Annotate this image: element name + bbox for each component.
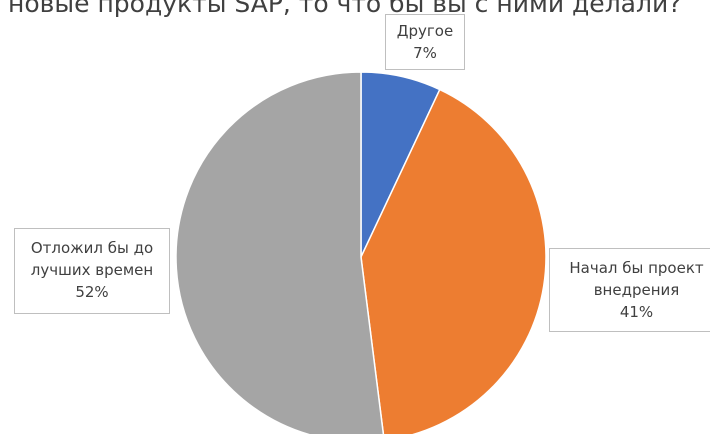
data-label-postpone-name-line2: лучших времен <box>30 261 154 279</box>
data-label-other: Другое 7% <box>385 14 465 70</box>
data-label-start-project-name-line1: Начал бы проект <box>569 259 704 277</box>
data-label-other-value: 7% <box>413 44 437 62</box>
pie-slice-postpone <box>175 71 385 434</box>
pie-slice-start-project <box>360 88 547 434</box>
chart-title: новые продукты SAP, то что бы вы с ними … <box>8 0 682 18</box>
data-label-postpone: Отложил бы до лучших времен 52% <box>14 228 170 314</box>
data-label-postpone-value: 52% <box>75 283 109 301</box>
data-label-start-project-name-line2: внедрения <box>593 281 680 299</box>
data-label-postpone-name-line1: Отложил бы до <box>30 239 154 257</box>
data-label-other-name: Другое <box>396 22 454 40</box>
data-label-start-project-value: 41% <box>619 303 654 321</box>
data-label-start-project: Начал бы проект внедрения 41% <box>549 248 710 332</box>
